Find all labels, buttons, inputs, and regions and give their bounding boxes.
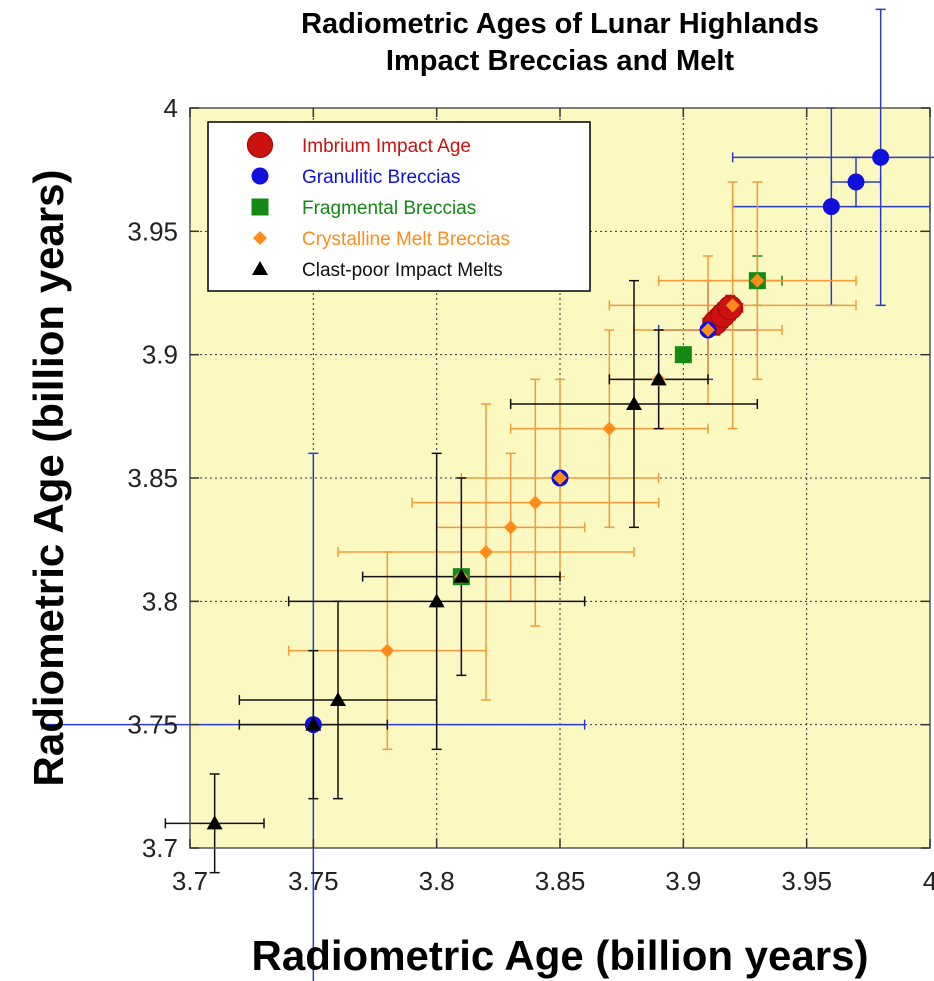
x-tick-label: 3.75 xyxy=(288,866,339,896)
data-markers xyxy=(206,148,890,830)
crystalline-melt-breccias-point xyxy=(602,421,617,436)
crystalline-melt-breccias-point xyxy=(553,471,567,485)
fragmental-breccias-point xyxy=(674,346,692,364)
legend-marker-fragmental-breccias xyxy=(251,198,269,216)
x-tick-label: 3.85 xyxy=(535,866,586,896)
crystalline-melt-breccias-point xyxy=(380,643,395,658)
granulitic-breccias-point xyxy=(822,198,840,216)
chart-title-line-1: Radiometric Ages of Lunar Highlands xyxy=(301,8,819,40)
legend-label-fragmental-breccias: Fragmental Breccias xyxy=(302,198,476,219)
clast-poor-impact-melts-point xyxy=(428,593,445,608)
crystalline-melt-breccias-point xyxy=(725,298,740,313)
legend-label-granulitic-breccias: Granulitic Breccias xyxy=(302,167,460,188)
legend-marker-clast-poor-impact-melts xyxy=(252,261,268,275)
legend-marker-crystalline-melt-breccias xyxy=(253,231,267,245)
legend-label-crystalline-melt-breccias: Crystalline Melt Breccias xyxy=(302,229,510,250)
y-tick-label: 3.75 xyxy=(127,710,178,740)
crystalline-melt-breccias-point xyxy=(479,545,493,559)
y-tick-label: 3.9 xyxy=(142,340,178,370)
x-tick-label: 3.9 xyxy=(665,866,701,896)
x-tick-label: 4 xyxy=(923,866,934,896)
legend-marker-granulitic-breccias xyxy=(251,167,269,185)
legend-marker-imbrium-impact-age xyxy=(246,131,274,159)
clast-poor-impact-melts-point xyxy=(453,568,470,583)
y-tick-label: 4 xyxy=(164,93,178,123)
legend-label-imbrium-impact-age: Imbrium Impact Age xyxy=(302,136,471,157)
crystalline-melt-breccias-point xyxy=(701,323,715,337)
crystalline-melt-breccias-point xyxy=(750,273,765,288)
x-tick-label: 3.95 xyxy=(781,866,832,896)
x-tick-label: 3.7 xyxy=(172,866,208,896)
chart-title-line-2: Impact Breccias and Melt xyxy=(386,45,734,77)
legend-label-clast-poor-impact-melts: Clast-poor Impact Melts xyxy=(302,260,503,281)
granulitic-breccias-point xyxy=(847,173,865,191)
clast-poor-impact-melts-point xyxy=(206,815,223,830)
x-tick-label: 3.8 xyxy=(419,866,455,896)
y-tick-label: 3.7 xyxy=(142,833,178,863)
y-tick-label: 3.85 xyxy=(127,463,178,493)
axis-ticks: 3.73.7 3.75 3.75 3.8 3.8 3.85 3.85 3.9 3.9 3.95 3.… xyxy=(127,93,934,896)
clast-poor-impact-melts-point xyxy=(626,396,642,410)
y-axis-label: Radiometric Age (billion years) xyxy=(25,170,72,787)
y-tick-label: 3.8 xyxy=(142,586,178,616)
crystalline-melt-breccias-point xyxy=(528,495,543,510)
legend: Imbrium Impact Age Granulitic Breccias Fra… xyxy=(207,121,591,292)
clast-poor-impact-melts-point xyxy=(330,692,346,706)
granulitic-breccias-point xyxy=(872,148,890,166)
y-tick-label: 3.95 xyxy=(127,216,178,246)
clast-poor-impact-melts-point xyxy=(305,716,322,731)
crystalline-melt-breccias-point xyxy=(503,520,518,535)
clast-poor-impact-melts-point xyxy=(650,371,667,386)
x-axis-label: Radiometric Age (billion years) xyxy=(252,932,869,979)
